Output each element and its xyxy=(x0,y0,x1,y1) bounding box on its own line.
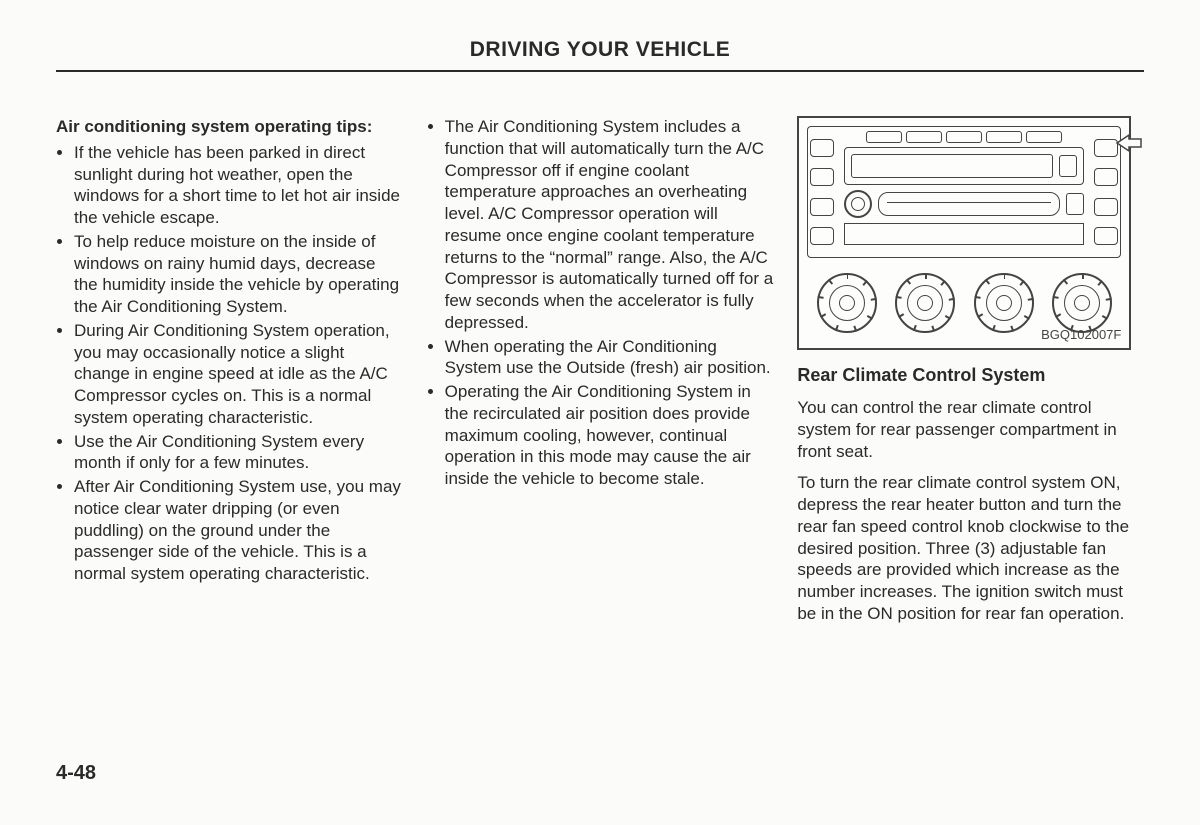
climate-dial-icon xyxy=(895,273,955,333)
content-columns: Air conditioning system operating tips: … xyxy=(56,116,1144,635)
climate-dial-icon xyxy=(817,273,877,333)
preset-button-icon xyxy=(906,131,942,143)
pointer-arrow-icon xyxy=(1115,132,1143,154)
radio-button-icon xyxy=(810,139,834,157)
radio-display xyxy=(844,147,1084,185)
radio-button-icon xyxy=(1094,198,1118,216)
header-rule xyxy=(56,70,1144,72)
col1-list: If the vehicle has been parked in direct… xyxy=(56,142,403,585)
rear-climate-p1: You can control the rear climate control… xyxy=(797,397,1144,462)
display-side-button-icon xyxy=(1059,155,1077,177)
page-header: DRIVING YOUR VEHICLE xyxy=(56,38,1144,70)
column-2: The Air Conditioning System includes a f… xyxy=(427,116,774,635)
volume-knob-icon xyxy=(844,190,872,218)
col2-bullet: Operating the Air Conditioning System in… xyxy=(445,381,774,490)
radio-unit xyxy=(807,126,1121,258)
preset-buttons xyxy=(840,131,1088,143)
climate-dial-icon xyxy=(1052,273,1112,333)
col1-bullet: During Air Conditioning System operation… xyxy=(74,320,403,429)
radio-button-icon xyxy=(810,168,834,186)
col1-heading: Air conditioning system operating tips: xyxy=(56,116,403,138)
page-number: 4-48 xyxy=(56,762,96,785)
col2-bullet: The Air Conditioning System includes a f… xyxy=(445,116,774,334)
dashboard-diagram: BGQ102007F xyxy=(797,116,1131,350)
climate-dials xyxy=(807,270,1121,336)
rear-climate-heading: Rear Climate Control System xyxy=(797,364,1144,387)
preset-button-icon xyxy=(866,131,902,143)
col2-bullet: When operating the Air Conditioning Syst… xyxy=(445,336,774,380)
rear-climate-body: You can control the rear climate control… xyxy=(797,397,1144,625)
figure-code: BGQ102007F xyxy=(1041,327,1121,344)
radio-center xyxy=(836,127,1092,257)
left-button-column xyxy=(808,127,836,257)
climate-dial-icon xyxy=(974,273,1034,333)
radio-button-icon xyxy=(1094,227,1118,245)
column-1: Air conditioning system operating tips: … xyxy=(56,116,403,635)
col1-bullet: If the vehicle has been parked in direct… xyxy=(74,142,403,229)
rear-climate-p2: To turn the rear climate control system … xyxy=(797,472,1144,624)
preset-button-icon xyxy=(1026,131,1062,143)
cd-slot-icon xyxy=(878,192,1060,216)
col1-bullet: After Air Conditioning System use, you m… xyxy=(74,476,403,585)
cassette-slot-icon xyxy=(844,223,1084,245)
preset-button-icon xyxy=(946,131,982,143)
radio-button-icon xyxy=(810,198,834,216)
cd-row xyxy=(844,189,1084,219)
display-screen-icon xyxy=(851,154,1053,178)
radio-button-icon xyxy=(810,227,834,245)
radio-button-icon xyxy=(1094,168,1118,186)
eject-button-icon xyxy=(1066,193,1084,215)
column-3: BGQ102007F Rear Climate Control System Y… xyxy=(797,116,1144,635)
col1-bullet: Use the Air Conditioning System every mo… xyxy=(74,431,403,475)
col1-bullet: To help reduce moisture on the inside of… xyxy=(74,231,403,318)
col2-list: The Air Conditioning System includes a f… xyxy=(427,116,774,490)
preset-button-icon xyxy=(986,131,1022,143)
